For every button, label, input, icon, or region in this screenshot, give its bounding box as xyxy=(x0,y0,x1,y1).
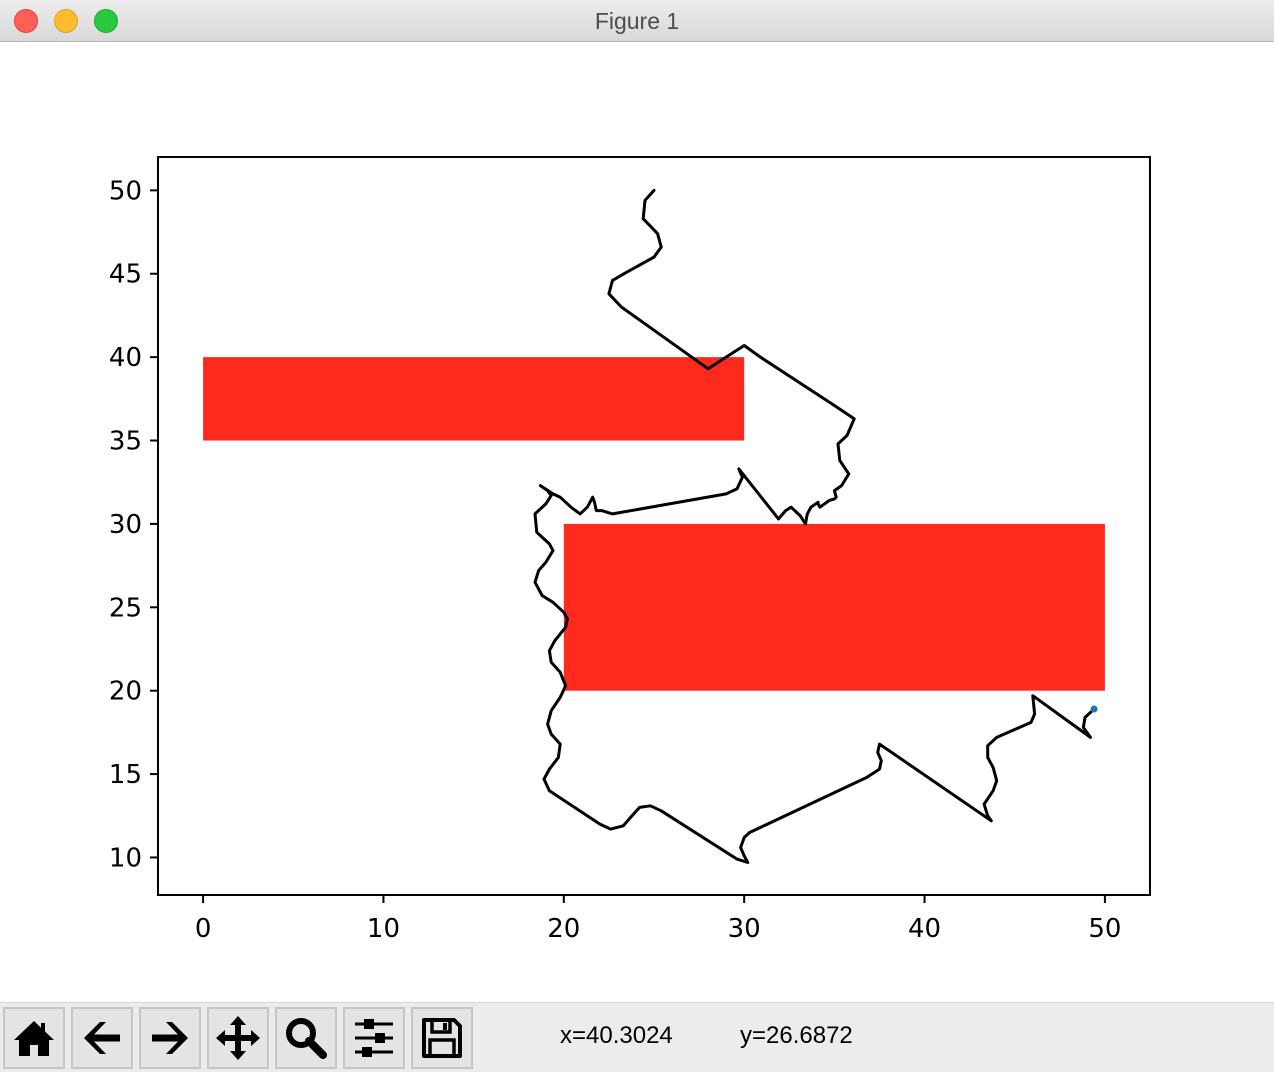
home-button[interactable] xyxy=(3,1007,65,1069)
y-tick-label: 15 xyxy=(109,760,142,790)
x-tick-label: 50 xyxy=(1088,914,1121,944)
arrow-left-icon xyxy=(84,1022,120,1054)
home-icon xyxy=(14,1021,54,1056)
minimize-window-button[interactable] xyxy=(54,9,78,33)
x-tick-label: 10 xyxy=(367,914,400,944)
pan-button[interactable] xyxy=(207,1007,269,1069)
y-coordinate-readout: y=26.6872 xyxy=(740,1022,853,1049)
obstacle-rect-1 xyxy=(203,357,745,441)
trajectory-line xyxy=(533,188,1096,864)
arrow-right-icon xyxy=(152,1022,188,1054)
y-tick-label: 50 xyxy=(109,176,142,206)
close-window-button[interactable] xyxy=(14,9,38,33)
y-tick-label: 45 xyxy=(109,260,142,290)
x-tick-label: 20 xyxy=(547,914,580,944)
y-tick-label: 35 xyxy=(109,427,142,457)
chart: 0 10 20 30 40 50 10 15 20 25 30 35 40 45 50 xyxy=(109,156,1151,944)
y-tick-label: 10 xyxy=(109,843,142,873)
x-coordinate-readout: x=40.3024 xyxy=(560,1022,673,1049)
x-tick-label: 0 xyxy=(195,914,212,944)
move-icon xyxy=(216,1016,260,1060)
maximize-window-button[interactable] xyxy=(94,9,118,33)
axes-frame xyxy=(157,156,1151,896)
navigation-toolbar xyxy=(0,1002,1274,1072)
x-tick-label: 40 xyxy=(908,914,941,944)
y-tick-label: 40 xyxy=(109,343,142,373)
end-point-marker xyxy=(1090,705,1098,713)
sliders-icon xyxy=(355,1019,393,1057)
window-title: Figure 1 xyxy=(594,8,680,34)
y-tick-label: 20 xyxy=(109,677,142,707)
x-tick-label: 30 xyxy=(728,914,761,944)
back-button[interactable] xyxy=(71,1007,133,1069)
zoom-button[interactable] xyxy=(275,1007,337,1069)
obstacle-rect-2 xyxy=(563,523,1105,691)
forward-button[interactable] xyxy=(139,1007,201,1069)
title-bar: Figure 1 xyxy=(0,0,1274,42)
figure-canvas[interactable]: 0 10 20 30 40 50 10 15 20 25 30 35 40 45 50 xyxy=(0,42,1274,1002)
y-tick-label: 30 xyxy=(109,510,142,540)
magnifier-icon xyxy=(286,1018,327,1059)
y-tick-label: 25 xyxy=(109,593,142,623)
floppy-disk-icon xyxy=(422,1018,462,1058)
configure-subplots-button[interactable] xyxy=(343,1007,405,1069)
save-button[interactable] xyxy=(411,1007,473,1069)
